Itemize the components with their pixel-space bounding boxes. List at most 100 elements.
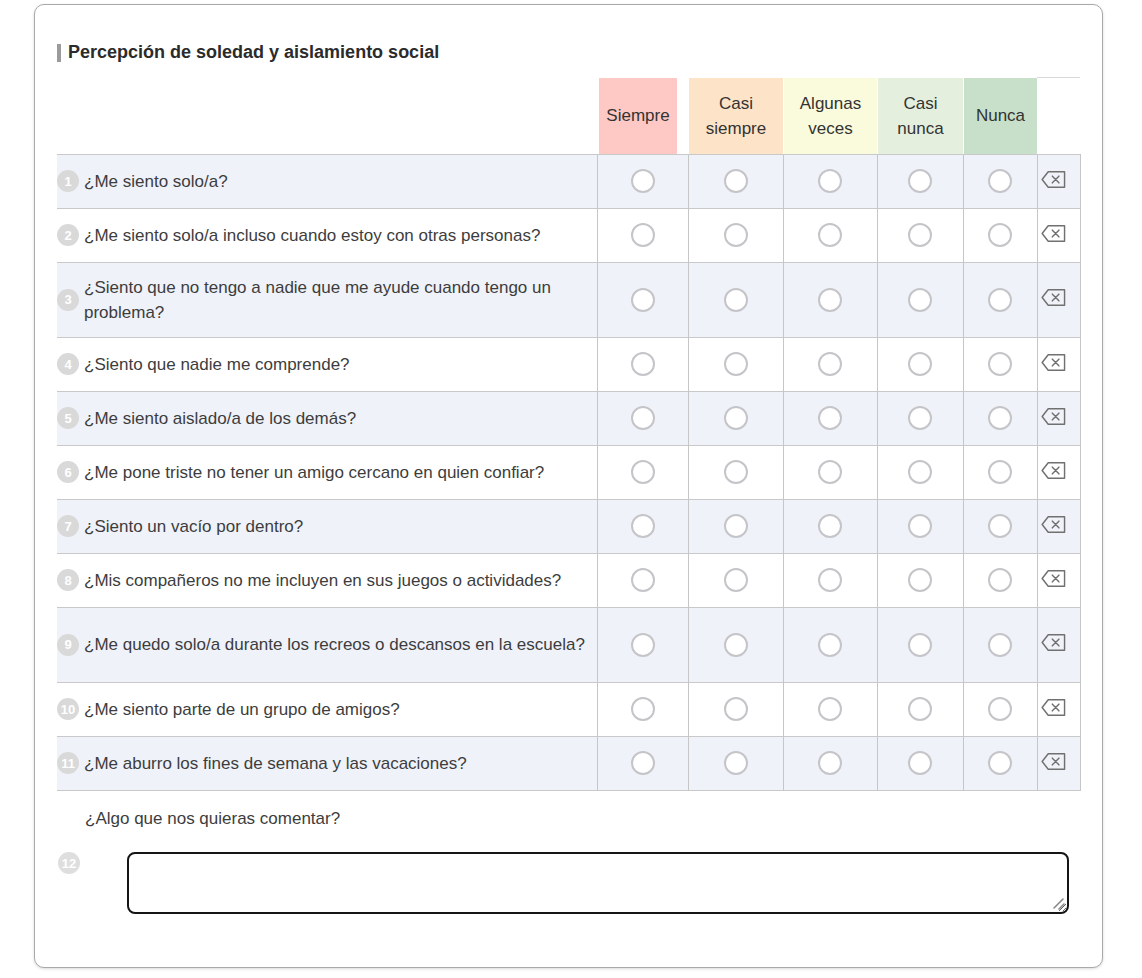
- clear-answer-button[interactable]: [1041, 752, 1066, 771]
- clear-answer-button[interactable]: [1041, 461, 1066, 480]
- radio-button[interactable]: [988, 568, 1012, 592]
- radio-button[interactable]: [724, 169, 748, 193]
- radio-button[interactable]: [818, 460, 842, 484]
- radio-button[interactable]: [908, 514, 932, 538]
- radio-button[interactable]: [988, 406, 1012, 430]
- backspace-icon: [1041, 353, 1066, 372]
- question-text: ¿Me aburro los fines de semana y las vac…: [84, 754, 467, 773]
- radio-button[interactable]: [818, 633, 842, 657]
- question-number-badge: 5: [57, 407, 79, 429]
- column-header-algunas-veces: Algunas veces: [784, 78, 877, 154]
- radio-button[interactable]: [908, 352, 932, 376]
- question-number-badge: 8: [57, 569, 79, 591]
- survey-card: Percepción de soledad y aislamiento soci…: [34, 4, 1103, 968]
- radio-button[interactable]: [631, 169, 655, 193]
- comment-question-label: ¿Algo que nos quieras comentar?: [85, 809, 340, 829]
- question-text: ¿Siento que no tengo a nadie que me ayud…: [84, 278, 551, 322]
- radio-button[interactable]: [908, 406, 932, 430]
- radio-button[interactable]: [908, 633, 932, 657]
- radio-button[interactable]: [908, 697, 932, 721]
- clear-answer-button[interactable]: [1041, 353, 1066, 372]
- backspace-icon: [1041, 224, 1066, 243]
- radio-button[interactable]: [724, 697, 748, 721]
- clear-answer-button[interactable]: [1041, 288, 1066, 307]
- radio-button[interactable]: [908, 288, 932, 312]
- backspace-icon: [1041, 698, 1066, 717]
- radio-button[interactable]: [631, 568, 655, 592]
- table-row: 10 ¿Me siento parte de un grupo de amigos…: [57, 682, 1080, 736]
- question-number-badge: 10: [57, 698, 79, 720]
- question-text: ¿Me siento aislado/a de los demás?: [84, 409, 356, 428]
- column-header-casi-nunca: Casi nunca: [878, 78, 963, 154]
- radio-button[interactable]: [724, 633, 748, 657]
- radio-button[interactable]: [818, 751, 842, 775]
- radio-button[interactable]: [908, 460, 932, 484]
- radio-button[interactable]: [988, 697, 1012, 721]
- radio-button[interactable]: [724, 223, 748, 247]
- radio-button[interactable]: [631, 406, 655, 430]
- radio-button[interactable]: [631, 633, 655, 657]
- matrix-header-row: Siempre Casi siempre Algunas veces Casi …: [57, 78, 1080, 155]
- radio-button[interactable]: [724, 514, 748, 538]
- radio-button[interactable]: [818, 352, 842, 376]
- radio-button[interactable]: [631, 751, 655, 775]
- radio-button[interactable]: [631, 352, 655, 376]
- radio-button[interactable]: [988, 223, 1012, 247]
- question-text: ¿Siento que nadie me comprende?: [84, 355, 350, 374]
- radio-button[interactable]: [988, 288, 1012, 312]
- clear-answer-button[interactable]: [1041, 407, 1066, 426]
- radio-button[interactable]: [988, 460, 1012, 484]
- radio-button[interactable]: [988, 751, 1012, 775]
- question-number-badge: 11: [57, 752, 79, 774]
- clear-answer-button[interactable]: [1041, 170, 1066, 189]
- radio-button[interactable]: [631, 697, 655, 721]
- backspace-icon: [1041, 633, 1066, 652]
- radio-button[interactable]: [988, 352, 1012, 376]
- radio-button[interactable]: [988, 169, 1012, 193]
- radio-button[interactable]: [724, 460, 748, 484]
- table-row: 6¿Me pone triste no tener un amigo cerca…: [57, 445, 1080, 499]
- radio-button[interactable]: [818, 169, 842, 193]
- backspace-icon: [1041, 515, 1066, 534]
- radio-button[interactable]: [724, 406, 748, 430]
- radio-button[interactable]: [724, 751, 748, 775]
- backspace-icon: [1041, 407, 1066, 426]
- radio-button[interactable]: [818, 568, 842, 592]
- radio-button[interactable]: [631, 514, 655, 538]
- table-row: 5 ¿Me siento aislado/a de los demás?: [57, 391, 1080, 445]
- radio-button[interactable]: [724, 288, 748, 312]
- radio-button[interactable]: [818, 406, 842, 430]
- clear-answer-button[interactable]: [1041, 569, 1066, 588]
- question-number-badge: 4: [57, 353, 79, 375]
- radio-button[interactable]: [818, 288, 842, 312]
- radio-button[interactable]: [818, 514, 842, 538]
- question-number-badge: 7: [57, 515, 79, 537]
- radio-button[interactable]: [988, 633, 1012, 657]
- backspace-icon: [1041, 461, 1066, 480]
- radio-button[interactable]: [818, 697, 842, 721]
- radio-button[interactable]: [908, 568, 932, 592]
- radio-button[interactable]: [631, 223, 655, 247]
- radio-button[interactable]: [818, 223, 842, 247]
- clear-answer-button[interactable]: [1041, 633, 1066, 652]
- question-number-badge: 3: [57, 289, 79, 311]
- clear-answer-button[interactable]: [1041, 515, 1066, 534]
- radio-button[interactable]: [908, 169, 932, 193]
- radio-button[interactable]: [631, 460, 655, 484]
- question-number-badge: 9: [57, 634, 79, 656]
- radio-button[interactable]: [908, 223, 932, 247]
- clear-answer-button[interactable]: [1041, 698, 1066, 717]
- radio-button[interactable]: [988, 514, 1012, 538]
- question-text: ¿Me siento parte de un grupo de amigos?: [84, 700, 400, 719]
- clear-answer-button[interactable]: [1041, 224, 1066, 243]
- radio-button[interactable]: [908, 751, 932, 775]
- column-header-nunca: Nunca: [964, 78, 1037, 154]
- question-text: ¿Me pone triste no tener un amigo cercan…: [84, 463, 544, 482]
- question-number-badge: 2: [57, 224, 79, 246]
- comment-textarea[interactable]: [127, 852, 1069, 914]
- radio-button[interactable]: [631, 288, 655, 312]
- backspace-icon: [1041, 569, 1066, 588]
- question-matrix-table: Siempre Casi siempre Algunas veces Casi …: [57, 77, 1081, 791]
- radio-button[interactable]: [724, 568, 748, 592]
- radio-button[interactable]: [724, 352, 748, 376]
